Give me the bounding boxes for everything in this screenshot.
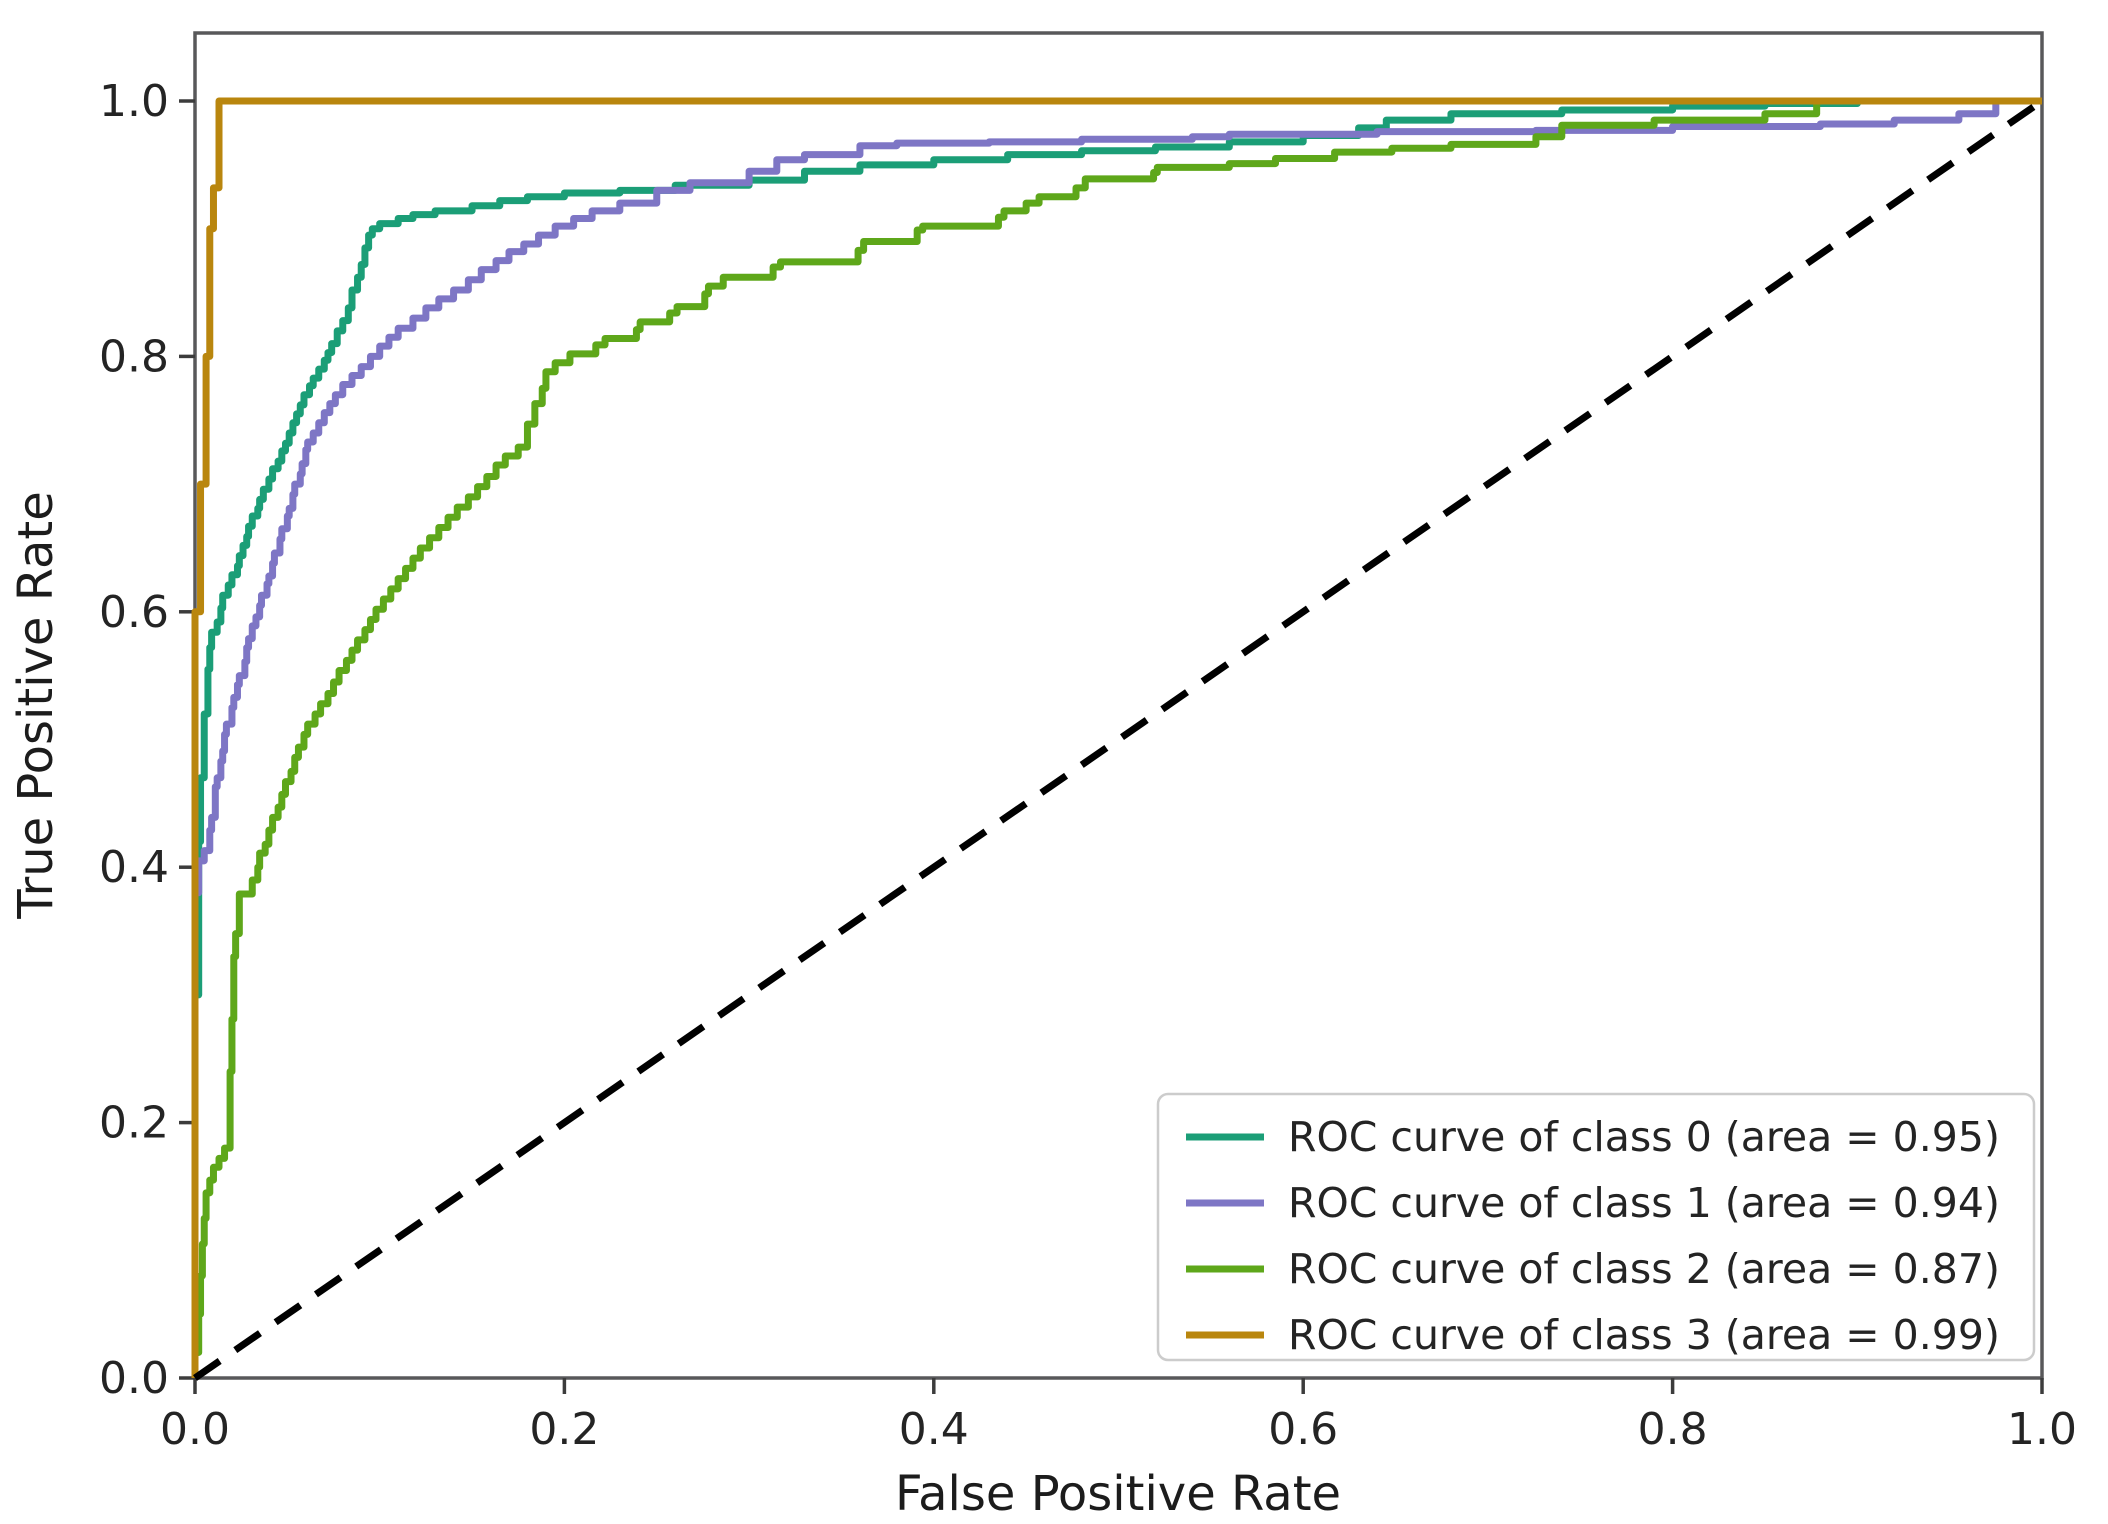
- y-tick-label: 0.2: [99, 1098, 169, 1149]
- legend-item-class-2: ROC curve of class 2 (area = 0.87): [1186, 1245, 2000, 1293]
- legend-label-class-1: ROC curve of class 1 (area = 0.94): [1288, 1179, 2000, 1227]
- roc-class-2: [191, 97, 2042, 1378]
- x-axis-ticks: 0.0 0.2 0.4 0.6 0.8 1.0: [160, 1378, 2077, 1455]
- chance-diagonal: [193, 98, 2044, 1381]
- roc-class-1: [191, 97, 2042, 1378]
- y-axis-ticks: 0.0 0.2 0.4 0.6 0.8 1.0: [99, 76, 195, 1404]
- y-tick-label: 0.4: [99, 842, 169, 893]
- legend-label-class-0: ROC curve of class 0 (area = 0.95): [1288, 1113, 2000, 1161]
- y-axis-label: True Positive Rate: [8, 491, 64, 920]
- legend-frame: [1156, 1092, 2036, 1362]
- roc-class-0: [191, 97, 2042, 1378]
- x-tick-label: 0.4: [899, 1404, 969, 1455]
- x-axis-label: False Positive Rate: [895, 1466, 1341, 1522]
- x-tick-label: 1.0: [2007, 1404, 2077, 1455]
- legend-label-class-2: ROC curve of class 2 (area = 0.87): [1288, 1245, 2000, 1293]
- legend-item-class-0: ROC curve of class 0 (area = 0.95): [1186, 1113, 2000, 1161]
- legend-item-class-1: ROC curve of class 1 (area = 0.94): [1186, 1179, 2000, 1227]
- y-tick-label: 0.6: [99, 587, 169, 638]
- legend-label-class-3: ROC curve of class 3 (area = 0.99): [1288, 1311, 2000, 1359]
- roc-curves: [191, 97, 2044, 1381]
- roc-class-3: [191, 97, 2042, 1378]
- legend: ROC curve of class 0 (area = 0.95) ROC c…: [1156, 1092, 2036, 1362]
- y-tick-label: 1.0: [99, 76, 169, 127]
- y-tick-label: 0.0: [99, 1353, 169, 1404]
- legend-item-class-3: ROC curve of class 3 (area = 0.99): [1186, 1311, 2000, 1359]
- x-tick-label: 0.2: [529, 1404, 599, 1455]
- x-tick-label: 0.0: [160, 1404, 230, 1455]
- x-tick-label: 0.6: [1268, 1404, 1338, 1455]
- x-tick-label: 0.8: [1638, 1404, 1708, 1455]
- y-tick-label: 0.8: [99, 331, 169, 382]
